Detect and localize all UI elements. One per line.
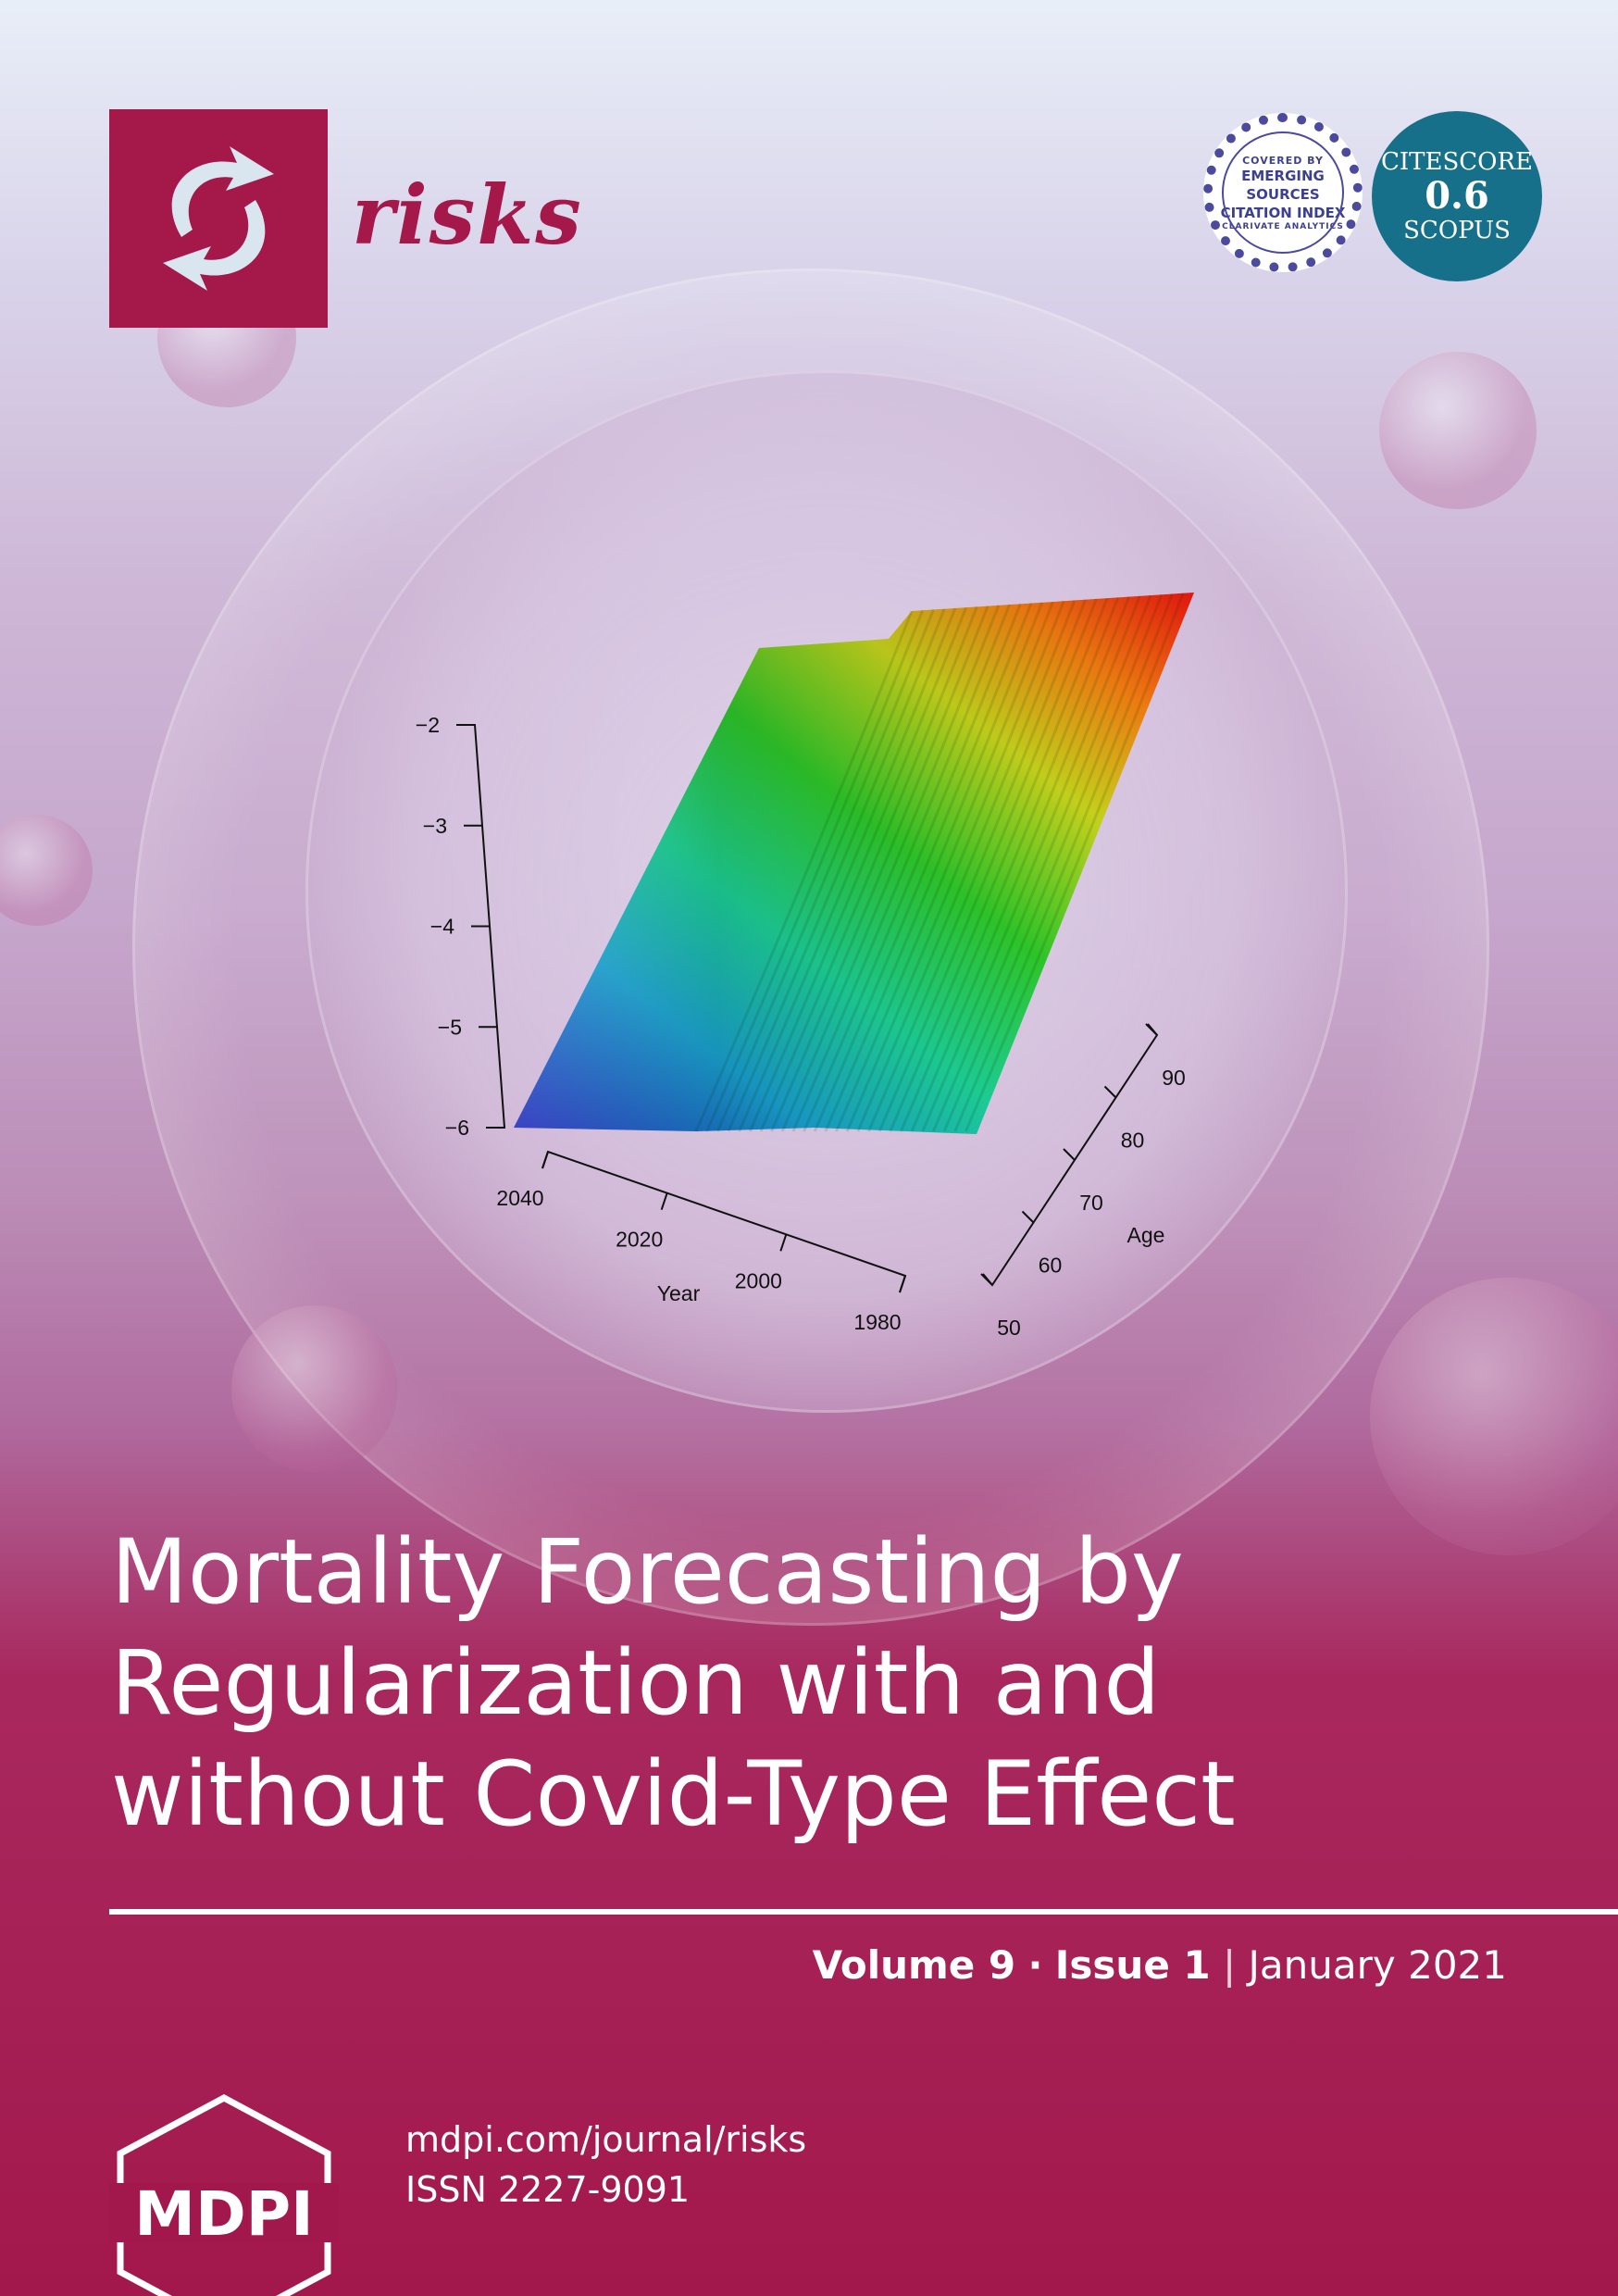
divider-line [109, 1909, 1618, 1915]
surface-ridges [694, 593, 1185, 1132]
x-tick-mark [660, 1192, 668, 1210]
surface-ridge [921, 595, 1141, 1132]
surface-ridge [716, 608, 935, 1132]
article-title: Mortality Forecasting by Regularization … [111, 1516, 1555, 1850]
surface-ridge [770, 605, 989, 1132]
surface-ridge [803, 603, 1022, 1132]
issue-number: Issue 1 [1054, 1942, 1211, 1988]
surface-ridge [824, 602, 1044, 1132]
surface-ridge [727, 608, 946, 1132]
surface-ridge [932, 594, 1152, 1132]
y-axis: 50 60 70 80 90 Age [980, 1023, 1186, 1340]
surface-ridge [759, 605, 978, 1132]
circular-arrows-icon [163, 146, 274, 291]
surface [514, 593, 1194, 1134]
surface-ridge [910, 596, 1131, 1132]
z-tick-label: −4 [430, 915, 454, 939]
y-tick-mark [1021, 1210, 1035, 1224]
z-axis: −2 −3 −4 −5 −6 [416, 713, 506, 1140]
y-tick-label: 70 [1079, 1191, 1103, 1215]
surface-ridge [953, 593, 1174, 1132]
surface-ridge [705, 609, 925, 1132]
virus-illustration [231, 1305, 398, 1472]
x-axis-line [541, 1150, 907, 1293]
y-axis-label: Age [1127, 1223, 1165, 1247]
surface-ridge [889, 597, 1109, 1132]
hexagon-icon: MDPI [109, 2094, 339, 2296]
y-tick-label: 90 [1162, 1066, 1186, 1090]
z-tick-label: −6 [445, 1116, 469, 1140]
issue-separator: · [1027, 1942, 1043, 1988]
journal-url[interactable]: mdpi.com/journal/risks [405, 2119, 807, 2160]
y-tick-mark [980, 1273, 993, 1286]
y-tick-mark [1145, 1023, 1158, 1036]
y-tick-label: 60 [1039, 1254, 1063, 1278]
virus-illustration [1379, 352, 1537, 509]
volume: Volume 9 [812, 1942, 1016, 1988]
article-title-line-2: Regularization with and [111, 1631, 1161, 1735]
x-tick-label: 2040 [496, 1186, 543, 1210]
x-tick-label: 1980 [853, 1310, 901, 1334]
x-axis: 2040 2020 2000 1980 Year [496, 1150, 907, 1334]
issue-info: Volume 9 · Issue 1 | January 2021 [813, 1942, 1507, 1988]
z-tick-label: −2 [416, 713, 440, 737]
surface-ridge [877, 598, 1098, 1132]
x-tick-label: 2000 [735, 1268, 782, 1292]
y-tick-mark [1063, 1148, 1076, 1161]
y-tick-label: 50 [997, 1316, 1021, 1340]
x-tick-label: 2020 [616, 1228, 663, 1252]
surface-ridge [835, 601, 1054, 1132]
issn: ISSN 2227-9091 [405, 2169, 691, 2210]
surface-ridge [791, 604, 1011, 1132]
x-tick-mark [779, 1234, 788, 1252]
surface-ridge [942, 593, 1164, 1132]
mdpi-logo: MDPI [109, 2090, 339, 2296]
surface-ridge [694, 610, 914, 1132]
article-title-line-1: Mortality Forecasting by [111, 1520, 1184, 1624]
z-tick-label: −5 [438, 1015, 462, 1039]
citescore-value: 0.6 [1425, 174, 1489, 218]
publisher-info: mdpi.com/journal/risks ISSN 2227-9091 [405, 2115, 806, 2215]
surface-ridge [964, 593, 1185, 1132]
x-axis-label: Year [657, 1281, 701, 1305]
issue-divider: | [1223, 1942, 1237, 1988]
journal-logo [109, 109, 328, 328]
y-tick-label: 80 [1121, 1129, 1145, 1153]
surface-ridge [748, 606, 968, 1132]
x-tick-mark [899, 1275, 906, 1293]
citescore-badge: CITESCORE 0.6 SCOPUS [1372, 111, 1542, 281]
z-tick-label: −3 [423, 814, 447, 838]
mortality-surface-plot: −2 −3 −4 −5 −6 2040 2020 2000 1980 Year 50 60 70 80… [416, 593, 1194, 1340]
virus-illustration [0, 815, 93, 926]
surface-ridge [856, 599, 1077, 1132]
issue-date: January 2021 [1248, 1942, 1507, 1988]
surface-ridge [738, 607, 957, 1132]
citescore-label: CITESCORE [1380, 148, 1534, 176]
article-title-line-3: without Covid-Type Effect [111, 1742, 1236, 1846]
surface-ridge [813, 602, 1033, 1132]
surface-ridge [845, 600, 1065, 1132]
esci-badge: COVERED BY EMERGING SOURCES CITATION IND… [1203, 113, 1363, 272]
surface-ridge [867, 599, 1088, 1132]
surface-ridge [780, 605, 1001, 1132]
mdpi-wordmark: MDPI [134, 2178, 313, 2250]
virus-illustration [1370, 1278, 1618, 1555]
citescore-source: SCOPUS [1403, 217, 1511, 244]
y-tick-mark [1103, 1085, 1117, 1099]
x-tick-mark [541, 1151, 549, 1169]
surface-shading [514, 593, 1194, 1134]
journal-name: risks [352, 167, 583, 263]
surface-ridge [900, 596, 1120, 1132]
